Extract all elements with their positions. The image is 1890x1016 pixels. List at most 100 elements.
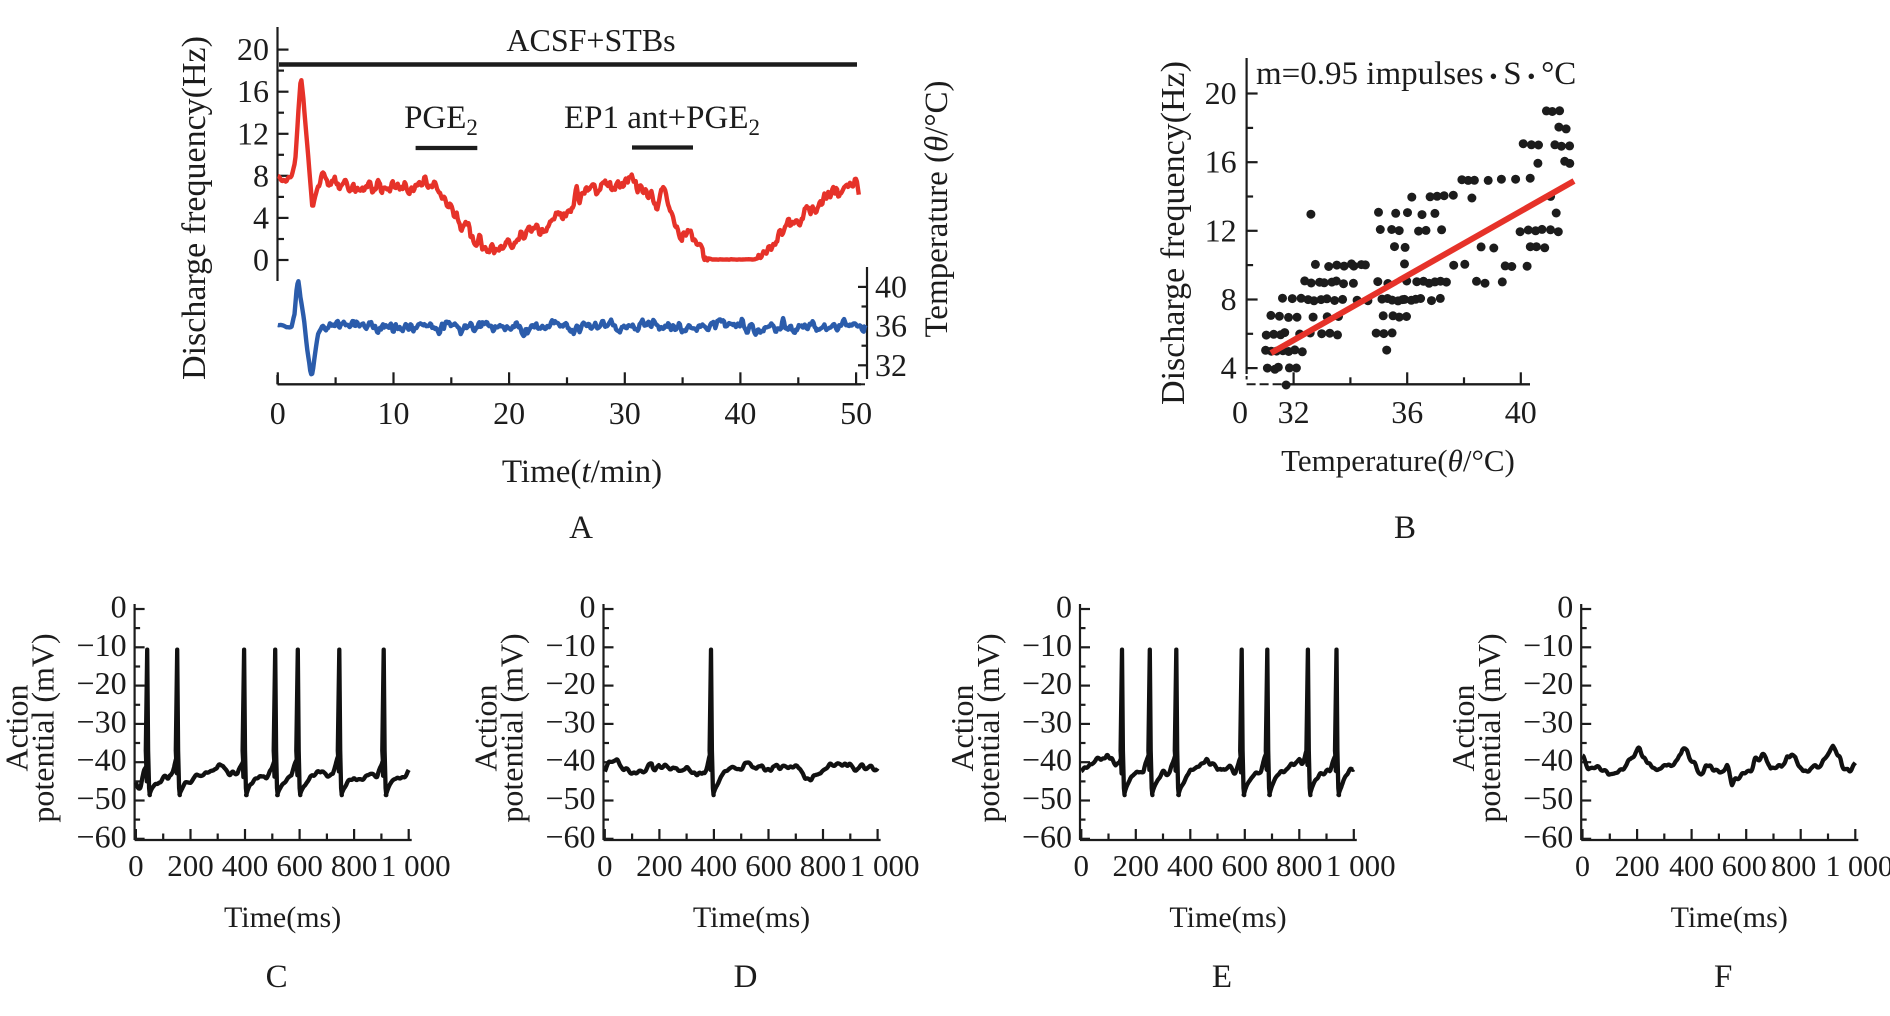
svg-text:0: 0	[580, 589, 596, 625]
svg-text:potential (mV): potential (mV)	[970, 633, 1006, 822]
svg-text:−40: −40	[77, 742, 127, 778]
svg-text:16: 16	[1205, 144, 1237, 180]
svg-text:D: D	[734, 959, 758, 995]
svg-text:0: 0	[1557, 589, 1573, 625]
svg-text:0: 0	[1575, 850, 1590, 883]
svg-text:40: 40	[724, 395, 756, 431]
svg-text:12: 12	[237, 115, 269, 151]
svg-text:Discharge frequency(Hz): Discharge frequency(Hz)	[1155, 61, 1192, 405]
svg-text:0: 0	[111, 589, 127, 625]
svg-text:12: 12	[1205, 212, 1237, 248]
svg-text:−50: −50	[1022, 780, 1072, 816]
svg-text:Discharge frequency(Hz): Discharge frequency(Hz)	[176, 36, 213, 380]
svg-text:0: 0	[270, 395, 286, 431]
svg-text:−30: −30	[77, 703, 127, 739]
svg-text:−20: −20	[545, 665, 595, 701]
svg-text:32: 32	[875, 347, 907, 383]
svg-text:Time(ms): Time(ms)	[693, 901, 810, 934]
svg-text:20: 20	[1205, 75, 1237, 111]
svg-text:Action: Action	[0, 684, 35, 771]
svg-text:Time(ms): Time(ms)	[1671, 901, 1788, 934]
svg-text:600: 600	[276, 848, 323, 883]
svg-text:−30: −30	[1523, 703, 1573, 739]
svg-text:1 000: 1 000	[381, 848, 451, 883]
svg-text:−20: −20	[1523, 665, 1573, 701]
svg-text:E: E	[1212, 959, 1232, 995]
svg-text:0: 0	[253, 242, 269, 278]
svg-text:8: 8	[1221, 281, 1237, 317]
svg-text:Action: Action	[1445, 684, 1481, 771]
svg-text:PGE2: PGE2	[404, 100, 478, 140]
svg-text:−60: −60	[77, 818, 127, 854]
svg-text:0: 0	[597, 848, 613, 883]
svg-text:−10: −10	[545, 627, 595, 663]
svg-text:Temperature (θ/°C): Temperature (θ/°C)	[919, 80, 955, 337]
svg-text:potential (mV): potential (mV)	[1471, 633, 1507, 822]
svg-text:400: 400	[1167, 848, 1214, 883]
svg-text:40: 40	[1505, 394, 1537, 430]
svg-text:800: 800	[331, 848, 378, 883]
svg-text:8: 8	[253, 157, 269, 193]
svg-text:−20: −20	[1022, 665, 1072, 701]
svg-text:EP1 ant+PGE2: EP1 ant+PGE2	[564, 100, 760, 140]
svg-text:800: 800	[800, 848, 847, 883]
svg-text:200: 200	[167, 848, 214, 883]
svg-text:600: 600	[1222, 848, 1269, 883]
svg-text:B: B	[1394, 510, 1416, 546]
svg-text:800: 800	[1771, 850, 1816, 883]
svg-text:40: 40	[875, 268, 907, 304]
svg-text:10: 10	[378, 395, 410, 431]
svg-text:1 000: 1 000	[1826, 850, 1890, 883]
svg-text:potential (mV): potential (mV)	[25, 633, 61, 822]
svg-text:−10: −10	[1523, 627, 1573, 663]
svg-text:−60: −60	[1022, 818, 1072, 854]
svg-text:−50: −50	[1523, 780, 1573, 816]
svg-text:400: 400	[222, 848, 269, 883]
svg-text:−30: −30	[545, 703, 595, 739]
svg-text:0: 0	[1056, 589, 1072, 625]
svg-text:16: 16	[237, 73, 269, 109]
svg-text:1 000: 1 000	[1326, 848, 1396, 883]
svg-text:200: 200	[1615, 850, 1660, 883]
svg-text:Action: Action	[468, 684, 504, 771]
svg-text:4: 4	[1221, 350, 1237, 386]
svg-text:Time(ms): Time(ms)	[1169, 901, 1286, 934]
svg-text:C: C	[266, 959, 288, 995]
svg-text:36: 36	[875, 308, 907, 344]
svg-text:200: 200	[636, 848, 683, 883]
svg-text:36: 36	[1391, 394, 1423, 430]
svg-text:400: 400	[1669, 850, 1714, 883]
svg-text:20: 20	[237, 31, 269, 67]
svg-text:−40: −40	[1523, 742, 1573, 778]
svg-text:−40: −40	[545, 742, 595, 778]
svg-text:−40: −40	[1022, 742, 1072, 778]
svg-text:−20: −20	[77, 665, 127, 701]
svg-text:1 000: 1 000	[850, 848, 920, 883]
svg-text:50: 50	[840, 395, 872, 431]
svg-text:−50: −50	[77, 780, 127, 816]
svg-text:−60: −60	[1523, 818, 1573, 854]
svg-text:−10: −10	[1022, 627, 1072, 663]
svg-text:−50: −50	[545, 780, 595, 816]
svg-text:800: 800	[1276, 848, 1323, 883]
svg-text:4: 4	[253, 199, 269, 235]
svg-text:Time(t/min): Time(t/min)	[502, 454, 662, 490]
svg-text:Action: Action	[944, 684, 980, 771]
svg-text:0: 0	[1232, 394, 1248, 430]
svg-text:−10: −10	[77, 627, 127, 663]
svg-text:A: A	[569, 510, 593, 546]
svg-text:Temperature(θ/°C): Temperature(θ/°C)	[1281, 443, 1515, 478]
svg-text:30: 30	[609, 395, 641, 431]
svg-text:Time(ms): Time(ms)	[224, 901, 341, 934]
svg-text:−30: −30	[1022, 703, 1072, 739]
svg-text:20: 20	[493, 395, 525, 431]
svg-text:−60: −60	[545, 818, 595, 854]
svg-text:0: 0	[128, 848, 144, 883]
svg-text:ACSF+STBs: ACSF+STBs	[506, 22, 675, 58]
svg-text:200: 200	[1113, 848, 1160, 883]
svg-text:potential (mV): potential (mV)	[494, 633, 530, 822]
svg-text:600: 600	[1722, 850, 1767, 883]
svg-text:400: 400	[691, 848, 738, 883]
svg-text:0: 0	[1074, 848, 1090, 883]
svg-text:32: 32	[1278, 394, 1310, 430]
